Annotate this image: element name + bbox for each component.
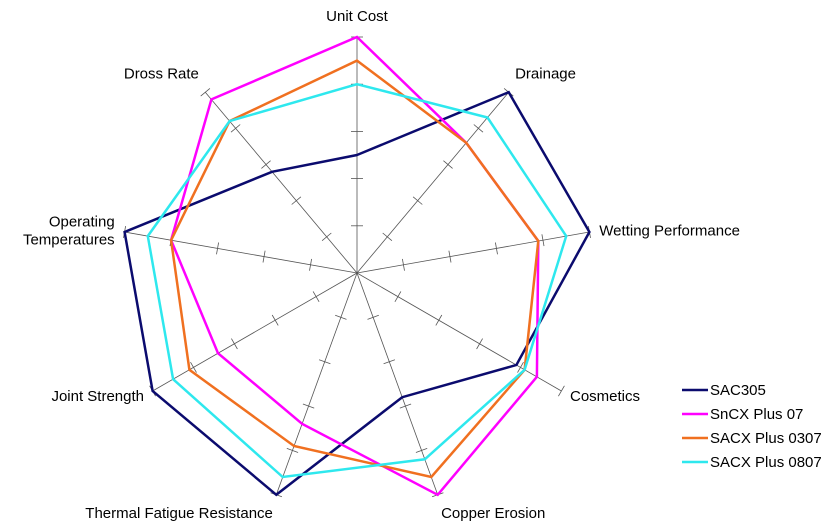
spoke-3 [356, 231, 590, 274]
legend-label-1: SAC305 [710, 382, 766, 399]
tick-mark [309, 258, 312, 271]
spoke-6 [275, 272, 358, 495]
tick-mark [231, 338, 238, 350]
tick-mark [286, 448, 299, 453]
tick-mark [517, 362, 524, 373]
legend: SAC305 SnCX Plus 07 SACX Plus 0307 SACX Plu… [682, 382, 822, 471]
spoke-2 [356, 91, 510, 274]
tick-mark [382, 232, 393, 242]
axis-label-7: Joint Strength [51, 388, 144, 405]
series-line-3 [169, 59, 540, 479]
tick-mark [541, 234, 545, 247]
tick-mark [262, 250, 266, 263]
spoke-7 [152, 272, 358, 392]
tick-mark [318, 359, 331, 365]
radar-axis-labels: Unit Cost Drainage Wetting Performance Cosm… [23, 8, 740, 521]
tick-mark [321, 232, 332, 242]
tick-mark [402, 258, 405, 271]
tick-mark [476, 338, 483, 350]
tick-mark [443, 160, 453, 169]
axis-label-1: Unit Cost [326, 8, 389, 25]
tick-mark [216, 242, 219, 255]
tick-mark [271, 314, 279, 326]
axis-label-2: Drainage [515, 66, 576, 83]
tick-mark [367, 314, 379, 320]
legend-label-2: SnCX Plus 07 [710, 406, 803, 423]
tick-mark [399, 403, 412, 409]
axis-label-3: Wetting Performance [599, 222, 740, 239]
series-line-4 [146, 82, 568, 479]
axis-label-8: Operating Temperatures [23, 213, 115, 248]
legend-label-3: SACX Plus 0307 [710, 430, 822, 447]
tick-mark [335, 314, 347, 320]
spoke-9 [204, 91, 358, 274]
tick-mark [558, 385, 565, 397]
axis-label-5: Copper Erosion [441, 505, 545, 521]
tick-mark [190, 362, 197, 373]
tick-mark [435, 314, 443, 326]
axis-label-9: Dross Rate [124, 66, 199, 83]
spoke-5 [356, 272, 439, 495]
spoke-4 [356, 272, 562, 392]
tick-mark [302, 403, 315, 409]
tick-mark [415, 448, 428, 453]
axis-label-4: Cosmetics [570, 388, 640, 405]
axis-label-6: Thermal Fatigue Resistance [85, 505, 273, 521]
tick-mark [394, 291, 402, 302]
spoke-8 [124, 231, 358, 274]
radar-spokes [124, 37, 590, 495]
series-line-1 [123, 90, 591, 497]
tick-mark [383, 359, 396, 365]
radar-series [123, 35, 591, 497]
tick-mark [448, 250, 452, 263]
tick-mark [261, 160, 271, 169]
tick-mark [291, 196, 302, 205]
tick-mark [412, 196, 423, 205]
tick-mark [200, 88, 211, 97]
legend-label-4: SACX Plus 0807 [710, 454, 822, 471]
tick-mark [312, 291, 320, 302]
tick-mark [473, 124, 484, 133]
tick-mark [495, 242, 498, 255]
tick-mark [230, 124, 241, 133]
